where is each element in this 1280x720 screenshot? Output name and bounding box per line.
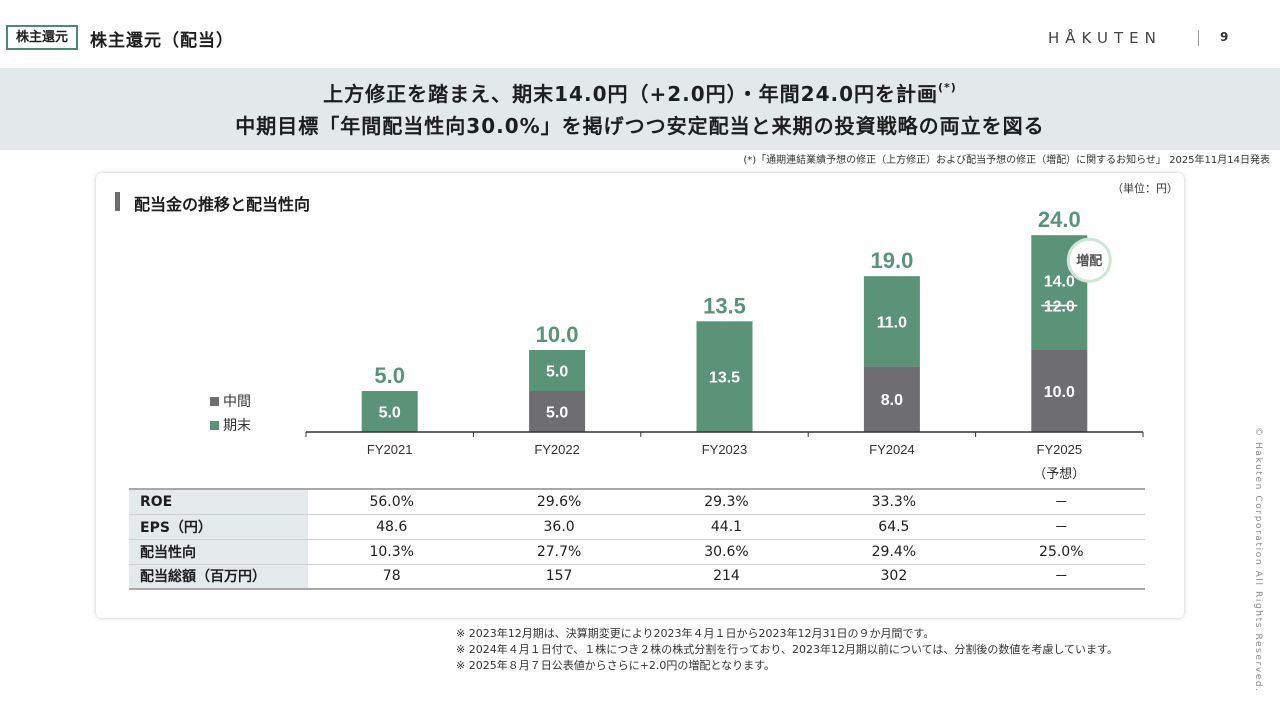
legend-swatch-yearend — [210, 420, 219, 430]
legend-swatch-interim — [210, 396, 219, 406]
legend-label-yearend: 期末 — [223, 418, 251, 434]
headline-footnote-mark: (*) — [938, 81, 957, 95]
row-label: EPS（円） — [129, 514, 308, 540]
unit-label: （単位：円） — [1112, 182, 1178, 195]
table-cell: － — [977, 514, 1145, 540]
section-tag: 株主還元 — [6, 25, 79, 50]
footnote-2: ※ 2024年４月１日付で、１株につき２株の株式分割を行っており、2023年12… — [456, 643, 1118, 656]
copyright: © Hakuten Corporation All Rights Reserve… — [1253, 427, 1263, 693]
table-row: EPS（円） 48.6 36.0 44.1 64.5 － — [129, 514, 1145, 540]
header-divider — [1198, 30, 1199, 46]
row-label: 配当性向 — [129, 539, 308, 565]
table-cell: 48.6 — [308, 514, 476, 540]
row-label: 配当総額（百万円） — [129, 564, 308, 590]
table-cell: 30.6% — [642, 539, 811, 565]
table-cell: 29.6% — [475, 488, 643, 515]
table-cell: 29.3% — [642, 488, 811, 515]
page-title: 株主還元（配当） — [90, 31, 234, 51]
table-cell: 56.0% — [308, 488, 476, 515]
legend-item-yearend: 期末 — [210, 415, 251, 435]
table-cell: 302 — [810, 564, 978, 590]
table-cell: 29.4% — [810, 539, 978, 565]
table-cell: 27.7% — [475, 539, 643, 565]
headline-line-1: 上方修正を踏まえ、期末14.0円（+2.0円）・年間24.0円を計画(*) — [0, 78, 1280, 107]
table-cell: 25.0% — [977, 539, 1145, 565]
page-number: 9 — [1220, 30, 1229, 44]
table-cell: 214 — [642, 564, 811, 590]
table-cell: 64.5 — [810, 514, 978, 540]
headline-line-1-text: 上方修正を踏まえ、期末14.0円（+2.0円）・年間24.0円を計画 — [323, 82, 939, 106]
metrics-table: ROE 56.0% 29.6% 29.3% 33.3% － EPS（円） 48.6 36.0 44… — [129, 488, 1145, 590]
section-title: 配当金の推移と配当性向 — [134, 195, 311, 214]
brand-logo: HÅKUTEN — [1048, 29, 1162, 47]
table-row: 配当性向 10.3% 27.7% 30.6% 29.4% 25.0% — [129, 539, 1145, 565]
headline-line-2: 中期目標「年間配当性向30.0%」を掲げつつ安定配当と来期の投資戦略の両立を図る — [235, 114, 1045, 138]
table-cell: 44.1 — [642, 514, 811, 540]
legend-label-interim: 中間 — [223, 394, 251, 410]
table-cell: － — [977, 564, 1145, 590]
table-cell: 78 — [308, 564, 476, 590]
table-row: ROE 56.0% 29.6% 29.3% 33.3% － — [129, 488, 1145, 515]
section-marker — [115, 192, 120, 211]
headline-banner — [0, 68, 1280, 150]
table-row: 配当総額（百万円） 78 157 214 302 － — [129, 564, 1145, 590]
table-cell: 36.0 — [475, 514, 643, 540]
source-note: (*)「通期連結業績予想の修正（上方修正）および配当予想の修正（増配）に関するお… — [743, 155, 1270, 166]
footnote-3: ※ 2025年８月７日公表値からさらに+2.0円の増配となります。 — [456, 659, 775, 672]
table-cell: 33.3% — [810, 488, 978, 515]
footnote-1: ※ 2023年12月期は、決算期変更により2023年４月１日から2023年12月… — [456, 627, 935, 640]
row-label: ROE — [129, 488, 308, 515]
table-cell: 10.3% — [308, 539, 476, 565]
table-cell: 157 — [475, 564, 643, 590]
table-cell: － — [977, 488, 1145, 515]
legend-item-interim: 中間 — [210, 391, 251, 411]
footnotes: ※ 2023年12月期は、決算期変更により2023年４月１日から2023年12月… — [456, 626, 1118, 674]
